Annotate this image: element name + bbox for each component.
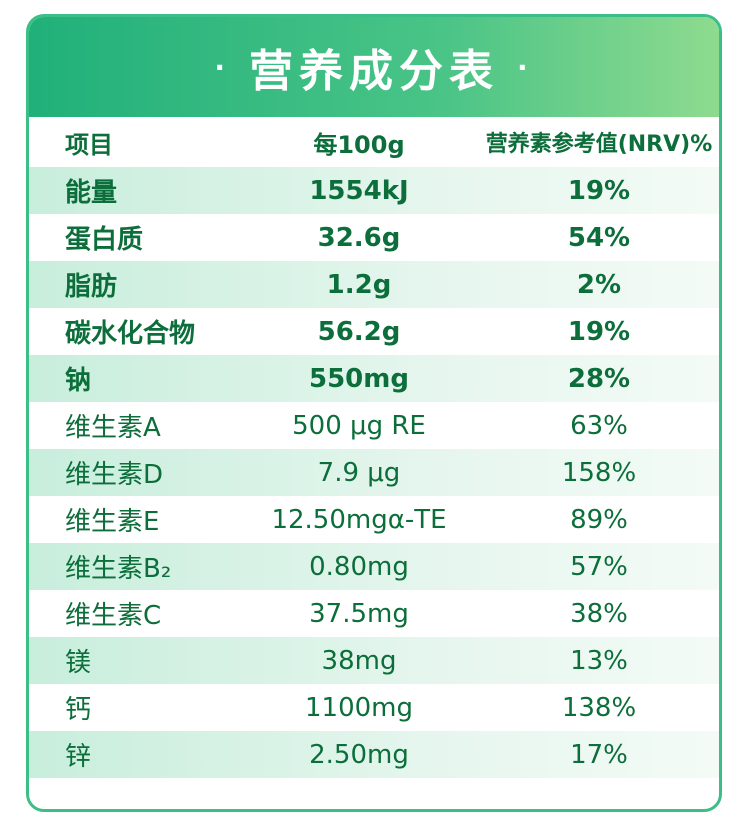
nutrient-nrv: 38% <box>570 598 628 629</box>
table-row: 蛋白质 32.6g 54% <box>29 214 719 261</box>
nutrient-amount: 32.6g <box>317 222 401 253</box>
nutrient-amount: 1100mg <box>305 692 413 723</box>
nutrient-nrv: 138% <box>561 692 637 723</box>
nutrient-nrv: 13% <box>570 645 628 676</box>
nutrient-amount: 38mg <box>321 645 397 676</box>
table-row: 脂肪 1.2g 2% <box>29 261 719 308</box>
nutrient-name: 碳水化合物 <box>65 319 196 349</box>
nutrient-name: 维生素E <box>65 507 160 537</box>
nutrition-table: 项目 每100g 营养素参考值(NRV)% 能量 1554kJ 19% 蛋白质 … <box>29 117 719 778</box>
title-dot-left: · <box>214 50 231 84</box>
nutrient-nrv: 54% <box>567 222 631 253</box>
nutrient-amount: 37.5mg <box>309 598 409 629</box>
nutrient-name: 钙 <box>65 695 92 725</box>
nutrient-amount: 500 μg RE <box>292 410 426 441</box>
column-header-nrv: 营养素参考值(NRV)% <box>485 132 713 157</box>
nutrient-amount: 550mg <box>309 363 409 394</box>
column-header-per100g: 每100g <box>313 130 405 159</box>
nutrient-amount: 0.80mg <box>309 551 409 582</box>
nutrient-nrv: 2% <box>576 269 622 300</box>
table-row: 维生素E 12.50mgα-TE 89% <box>29 496 719 543</box>
nutrient-name: 维生素B₂ <box>65 554 172 584</box>
nutrient-amount: 56.2g <box>317 316 401 347</box>
table-row: 钙 1100mg 138% <box>29 684 719 731</box>
nutrient-name: 蛋白质 <box>65 225 144 255</box>
table-row: 维生素C 37.5mg 38% <box>29 590 719 637</box>
nutrient-name: 脂肪 <box>65 272 118 302</box>
nutrient-name: 维生素D <box>65 460 164 490</box>
title-dot-right: · <box>517 50 534 84</box>
nutrient-amount: 1.2g <box>326 269 392 300</box>
nutrient-nrv: 28% <box>567 363 631 394</box>
nutrient-name: 维生素A <box>65 413 161 443</box>
nutrient-nrv: 19% <box>567 175 631 206</box>
table-row: 维生素A 500 μg RE 63% <box>29 402 719 449</box>
table-row: 镁 38mg 13% <box>29 637 719 684</box>
nutrient-nrv: 17% <box>570 739 628 770</box>
column-header-item: 项目 <box>65 130 113 159</box>
nutrient-nrv: 57% <box>570 551 628 582</box>
nutrient-name: 锌 <box>65 742 92 772</box>
title-text: 营养成分表 <box>249 46 499 97</box>
table-row: 钠 550mg 28% <box>29 355 719 402</box>
nutrient-name: 镁 <box>65 648 92 678</box>
nutrient-amount: 7.9 μg <box>317 457 401 488</box>
nutrition-facts-card: · 营养成分表 · 项目 每100g 营养素参考值(NRV)% 能量 1554k… <box>26 14 722 812</box>
page-title: · 营养成分表 · <box>214 35 533 99</box>
table-row: 维生素B₂ 0.80mg 57% <box>29 543 719 590</box>
nutrient-name: 能量 <box>65 178 118 208</box>
table-header-row: 项目 每100g 营养素参考值(NRV)% <box>29 117 719 167</box>
nutrient-nrv: 89% <box>570 504 628 535</box>
nutrient-name: 钠 <box>65 366 92 396</box>
nutrient-amount: 2.50mg <box>309 739 409 770</box>
table-row: 碳水化合物 56.2g 19% <box>29 308 719 355</box>
nutrient-name: 维生素C <box>65 601 162 631</box>
table-row: 维生素D 7.9 μg 158% <box>29 449 719 496</box>
nutrient-nrv: 63% <box>570 410 628 441</box>
nutrient-amount: 1554kJ <box>309 175 409 206</box>
nutrient-nrv: 19% <box>567 316 631 347</box>
table-row: 能量 1554kJ 19% <box>29 167 719 214</box>
title-banner: · 营养成分表 · <box>29 17 719 117</box>
nutrient-nrv: 158% <box>561 457 637 488</box>
table-row: 锌 2.50mg 17% <box>29 731 719 778</box>
nutrient-amount: 12.50mgα-TE <box>271 504 447 535</box>
